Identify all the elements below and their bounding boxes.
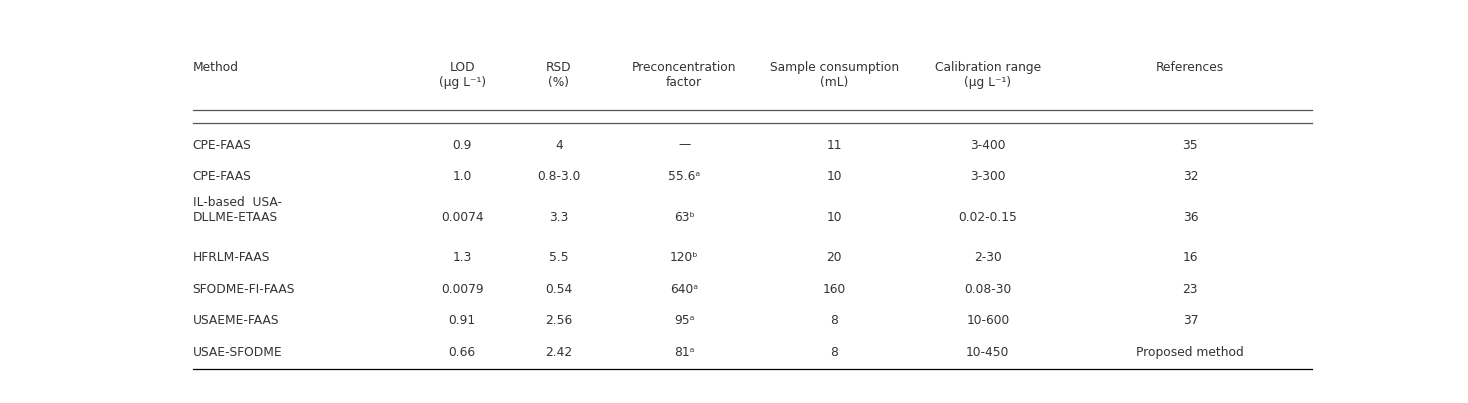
- Text: References: References: [1157, 61, 1224, 74]
- Text: 2-30: 2-30: [973, 251, 1001, 264]
- Text: CPE-FAAS: CPE-FAAS: [192, 139, 251, 152]
- Text: 37: 37: [1183, 314, 1198, 328]
- Text: 0.02-0.15: 0.02-0.15: [959, 210, 1017, 224]
- Text: 0.08-30: 0.08-30: [964, 283, 1011, 295]
- Text: 3.3: 3.3: [549, 210, 568, 224]
- Text: Preconcentration
factor: Preconcentration factor: [631, 61, 737, 89]
- Text: 0.9: 0.9: [452, 139, 471, 152]
- Text: LOD
(μg L⁻¹): LOD (μg L⁻¹): [439, 61, 486, 89]
- Text: 20: 20: [826, 251, 843, 264]
- Text: 81ᵃ: 81ᵃ: [674, 347, 694, 359]
- Text: 55.6ᵃ: 55.6ᵃ: [668, 170, 700, 183]
- Text: 120ᵇ: 120ᵇ: [669, 251, 699, 264]
- Text: 32: 32: [1183, 170, 1198, 183]
- Text: USAEME-FAAS: USAEME-FAAS: [192, 314, 279, 328]
- Text: Proposed method: Proposed method: [1136, 347, 1245, 359]
- Text: 3-300: 3-300: [970, 170, 1006, 183]
- Text: 0.8-3.0: 0.8-3.0: [537, 170, 581, 183]
- Text: 0.0079: 0.0079: [440, 283, 483, 295]
- Text: 0.91: 0.91: [449, 314, 476, 328]
- Text: 2.42: 2.42: [546, 347, 573, 359]
- Text: 5.5: 5.5: [549, 251, 568, 264]
- Text: IL-based  USA-
DLLME-ETAAS: IL-based USA- DLLME-ETAAS: [192, 196, 282, 224]
- Text: HFRLM-FAAS: HFRLM-FAAS: [192, 251, 270, 264]
- Text: 23: 23: [1183, 283, 1198, 295]
- Text: 16: 16: [1183, 251, 1198, 264]
- Text: 11: 11: [826, 139, 843, 152]
- Text: 63ᵇ: 63ᵇ: [674, 210, 694, 224]
- Text: 1.0: 1.0: [452, 170, 471, 183]
- Text: Sample consumption
(mL): Sample consumption (mL): [769, 61, 898, 89]
- Text: 0.0074: 0.0074: [440, 210, 483, 224]
- Text: 35: 35: [1183, 139, 1198, 152]
- Text: 10: 10: [826, 210, 843, 224]
- Text: 640ᵃ: 640ᵃ: [669, 283, 699, 295]
- Text: —: —: [678, 139, 690, 152]
- Text: RSD
(%): RSD (%): [546, 61, 571, 89]
- Text: 1.3: 1.3: [452, 251, 471, 264]
- Text: 0.66: 0.66: [449, 347, 476, 359]
- Text: 10-450: 10-450: [966, 347, 1010, 359]
- Text: USAE-SFODME: USAE-SFODME: [192, 347, 282, 359]
- Text: 10: 10: [826, 170, 843, 183]
- Text: 4: 4: [555, 139, 562, 152]
- Text: 2.56: 2.56: [545, 314, 573, 328]
- Text: Calibration range
(μg L⁻¹): Calibration range (μg L⁻¹): [935, 61, 1041, 89]
- Text: 8: 8: [831, 347, 838, 359]
- Text: 160: 160: [822, 283, 846, 295]
- Text: SFODME-FI-FAAS: SFODME-FI-FAAS: [192, 283, 295, 295]
- Text: Method: Method: [192, 61, 239, 74]
- Text: 8: 8: [831, 314, 838, 328]
- Text: CPE-FAAS: CPE-FAAS: [192, 170, 251, 183]
- Text: 3-400: 3-400: [970, 139, 1006, 152]
- Text: 95ᵃ: 95ᵃ: [674, 314, 694, 328]
- Text: 10-600: 10-600: [966, 314, 1010, 328]
- Text: 36: 36: [1183, 210, 1198, 224]
- Text: 0.54: 0.54: [545, 283, 573, 295]
